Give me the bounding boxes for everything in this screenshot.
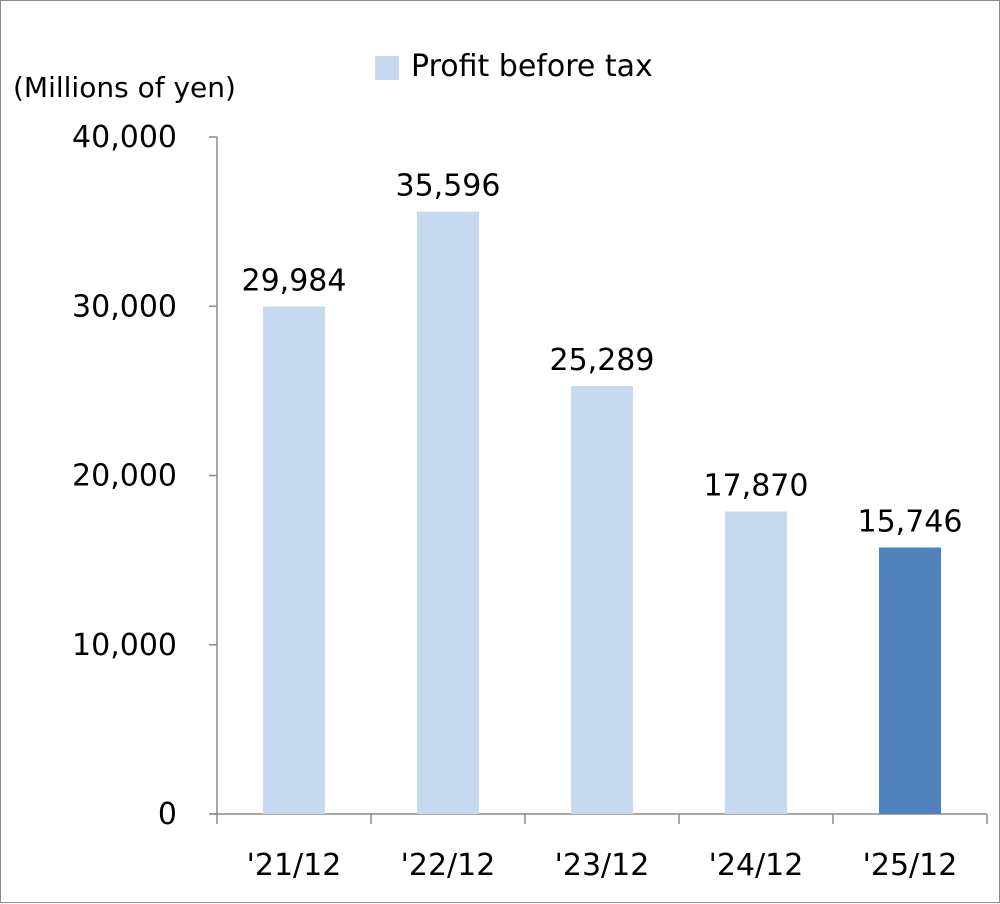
data-label: 17,870 bbox=[704, 469, 809, 504]
data-label: 15,746 bbox=[858, 504, 963, 539]
legend-swatch bbox=[375, 56, 399, 80]
y-tick-label: 10,000 bbox=[72, 628, 177, 663]
bar bbox=[571, 385, 633, 814]
x-axis-labels: '21/12 '22/12 '23/12 '24/12 '25/12 bbox=[247, 848, 958, 883]
y-tick-label: 30,000 bbox=[72, 289, 177, 324]
x-tick-label: '21/12 bbox=[247, 848, 342, 883]
bar bbox=[879, 547, 941, 814]
y-tick-label: 20,000 bbox=[72, 459, 177, 494]
x-tick-label: '22/12 bbox=[401, 848, 496, 883]
y-tick-label: 40,000 bbox=[72, 120, 177, 155]
legend: Profit before tax bbox=[375, 49, 653, 84]
data-label: 25,289 bbox=[550, 343, 655, 378]
y-tick-label: 0 bbox=[158, 797, 177, 832]
bar bbox=[725, 511, 787, 814]
y-axis-unit-label: (Millions of yen) bbox=[13, 71, 236, 104]
data-label: 29,984 bbox=[242, 264, 347, 299]
legend-label: Profit before tax bbox=[411, 49, 653, 84]
bars bbox=[263, 211, 941, 814]
x-tick-label: '23/12 bbox=[555, 848, 650, 883]
data-label: 35,596 bbox=[396, 169, 501, 204]
x-tick-label: '25/12 bbox=[863, 848, 958, 883]
bar bbox=[263, 306, 325, 814]
x-tick-label: '24/12 bbox=[709, 848, 804, 883]
y-axis-ticks: 0 10,000 20,000 30,000 40,000 bbox=[72, 120, 217, 832]
bar bbox=[417, 211, 479, 814]
data-labels: 29,984 35,596 25,289 17,870 15,746 bbox=[242, 169, 963, 540]
